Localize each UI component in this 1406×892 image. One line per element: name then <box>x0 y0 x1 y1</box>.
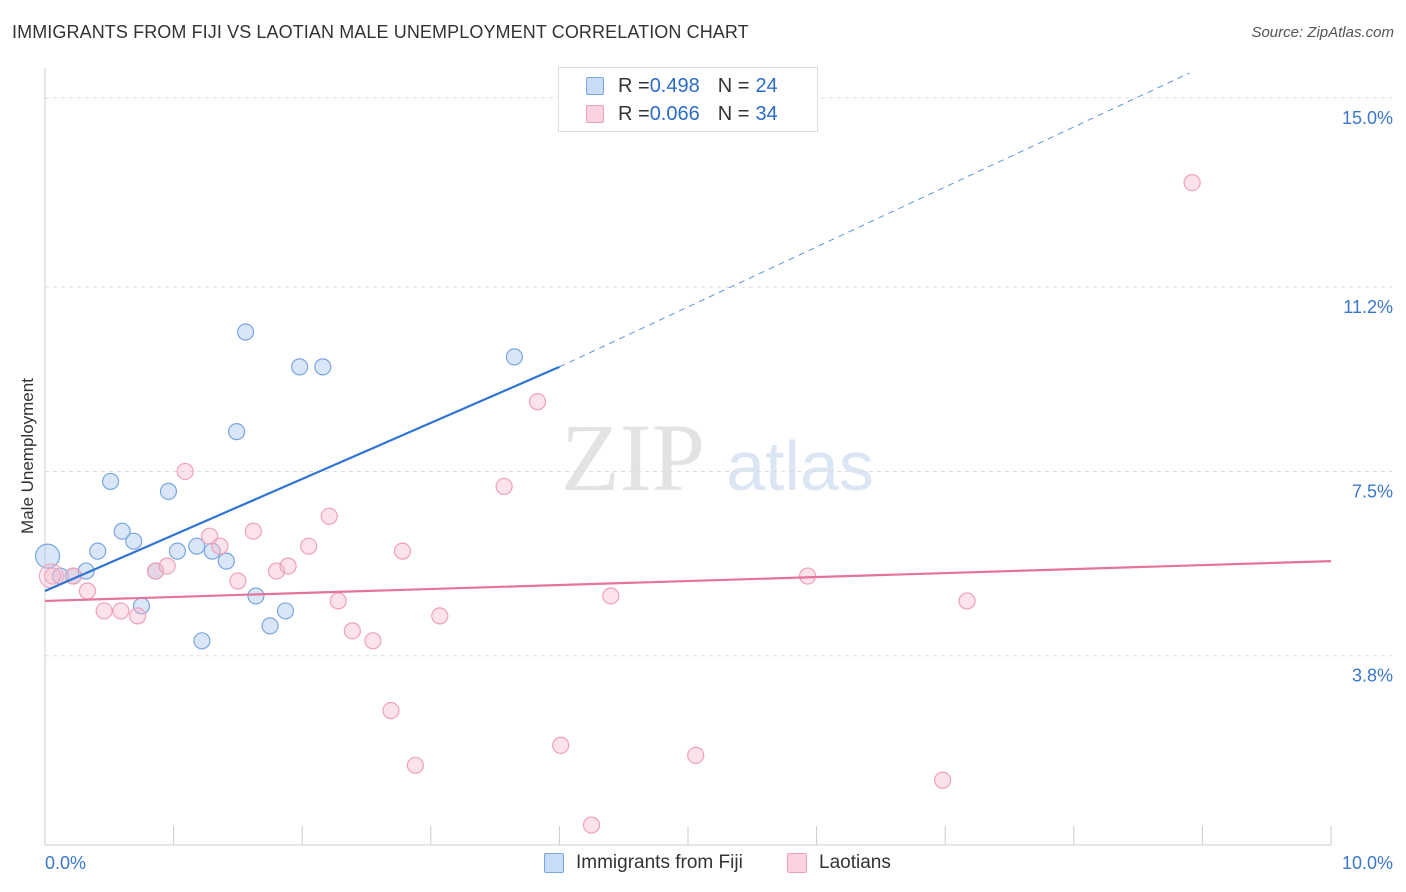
fiji-trend-line <box>44 365 560 593</box>
legend-row-laotians: R = 0.066 N = 34 <box>586 101 778 127</box>
laotians-point <box>798 567 817 585</box>
series-legend: Immigrants from Fiji Laotians <box>0 850 1406 880</box>
laotians-point <box>279 557 297 575</box>
watermark-atlas: atlas <box>726 427 874 505</box>
laotians-point <box>300 537 318 555</box>
laotians-point <box>44 567 62 585</box>
y-tick-label: 15.0% <box>1342 108 1393 128</box>
legend-r-label: R = <box>618 102 650 125</box>
laotians-point <box>602 587 620 605</box>
legend-row-fiji: R = 0.498 N = 24 <box>586 73 778 99</box>
laotians-point <box>431 607 449 625</box>
fiji-point <box>168 542 187 560</box>
legend-n-label: N = <box>717 102 750 125</box>
laotians-point <box>687 746 705 764</box>
laotians-point <box>211 537 229 555</box>
fiji-point <box>113 522 131 540</box>
fiji-point <box>276 602 295 620</box>
fiji-point <box>125 532 143 550</box>
fiji-point <box>261 617 279 635</box>
fiji-point <box>505 348 523 366</box>
y-tick-label: 11.2% <box>1343 297 1393 317</box>
legend-label-laotians: Laotians <box>819 852 891 873</box>
x-tick-label: 10.0% <box>1342 853 1393 873</box>
laotians-point <box>528 393 547 411</box>
legend-swatch-fiji <box>544 853 564 873</box>
fiji-point <box>193 632 211 650</box>
correlation-legend: R = 0.498 N = 24 R = 0.066 N = 34 <box>558 67 818 132</box>
laotians-point <box>934 771 952 789</box>
source-label: Source: ZipAtlas.com <box>1251 24 1394 41</box>
chart-title: IMMIGRANTS FROM FIJI VS LAOTIAN MALE UNE… <box>12 22 749 42</box>
laotians-point <box>201 527 219 545</box>
legend-item-fiji: Immigrants from Fiji <box>544 852 743 874</box>
laotians-point <box>406 756 424 774</box>
fiji-trend-extension <box>559 72 1190 368</box>
laotians-point <box>1183 173 1201 192</box>
legend-r-value: 0.066 <box>649 102 700 125</box>
laotians-point <box>320 507 338 525</box>
fiji-point <box>314 358 332 376</box>
fiji-point <box>291 358 309 376</box>
laotians-point <box>343 622 361 640</box>
legend-swatch-laotians <box>787 853 807 873</box>
laotians-point <box>229 572 247 590</box>
laotians-point <box>393 542 412 560</box>
laotians-point <box>95 602 113 620</box>
fiji-point <box>101 472 120 491</box>
laotians-point <box>364 632 382 650</box>
fiji-point <box>247 587 265 605</box>
laotians-point <box>244 522 262 540</box>
legend-r-label: R = <box>618 74 650 97</box>
watermark-zip: ZIP <box>561 404 705 511</box>
laotians-point <box>958 592 976 610</box>
fiji-point <box>217 552 235 570</box>
laotians-point <box>552 736 570 754</box>
laotians-point <box>176 462 194 481</box>
fiji-point <box>89 542 107 560</box>
laotians-point <box>128 607 147 625</box>
fiji-point <box>228 423 246 441</box>
fiji-point <box>34 543 61 569</box>
laotians-point <box>112 602 130 620</box>
laotians-point <box>329 592 347 610</box>
laotians-trend-line <box>44 560 1332 603</box>
legend-r-value: 0.498 <box>649 74 700 97</box>
legend-item-laotians: Laotians <box>787 852 891 874</box>
fiji-point <box>159 482 178 500</box>
laotians-point <box>158 557 176 575</box>
y-tick-label: 3.8% <box>1352 666 1393 686</box>
legend-n-label: N = <box>717 74 750 97</box>
legend-n-value: 34 <box>755 102 778 125</box>
laotians-point <box>495 477 513 496</box>
x-tick-label: 0.0% <box>45 853 86 873</box>
fiji-point <box>237 323 255 341</box>
fiji-point <box>188 537 206 555</box>
laotians-point <box>382 701 400 720</box>
legend-swatch-laotians <box>586 105 604 123</box>
y-tick-label: 7.5% <box>1352 481 1393 501</box>
legend-n-value: 24 <box>755 74 778 97</box>
laotians-point <box>78 582 97 600</box>
legend-label-fiji: Immigrants from Fiji <box>576 852 743 873</box>
laotians-point <box>582 816 601 834</box>
legend-swatch-fiji <box>586 77 604 95</box>
